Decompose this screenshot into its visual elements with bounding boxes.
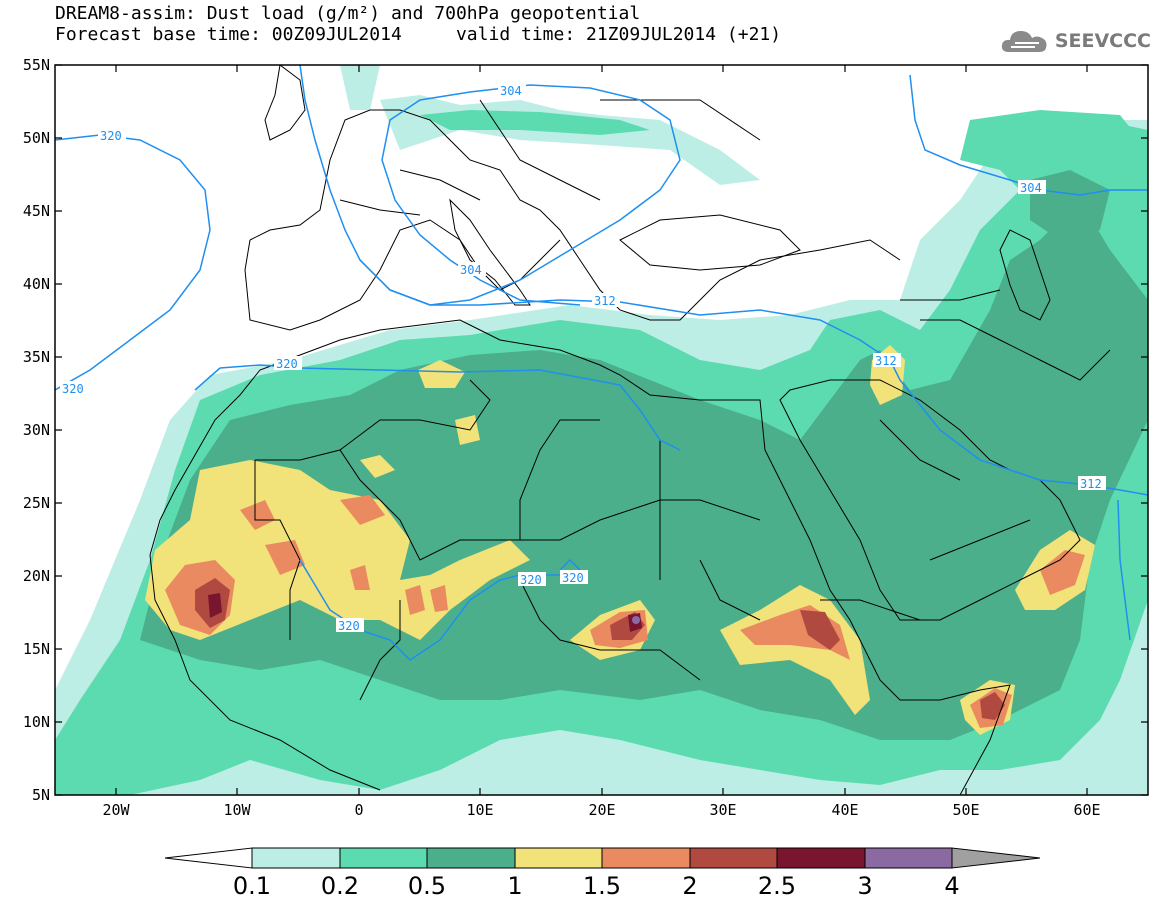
lon-label: 10E (466, 801, 494, 819)
svg-text:304: 304 (1020, 181, 1042, 195)
lat-label: 15N (22, 640, 50, 658)
colorbar-label: 1.5 (582, 872, 622, 900)
colorbar-bin (514, 847, 603, 869)
colorbar-label: 2 (682, 872, 698, 900)
svg-text:320: 320 (338, 619, 360, 633)
dust-band-1-ethiopia (720, 585, 870, 715)
lon-label: 20E (588, 801, 616, 819)
political-borders (254, 99, 1111, 701)
dust-band-1-algeria (360, 360, 480, 478)
colorbar-bin (776, 847, 866, 869)
forecast-time-line: Forecast base time: 00Z09JUL2014 valid t… (55, 24, 782, 45)
lon-label: 30E (709, 801, 737, 819)
svg-text:312: 312 (1080, 477, 1102, 491)
contour-312 (299, 65, 1148, 496)
lat-label: 55N (22, 56, 50, 74)
lat-label: 45N (22, 202, 50, 220)
dust-band-0.2-north (420, 110, 1148, 220)
contour-label: 320 (560, 570, 588, 585)
contour-label: 312 (1078, 476, 1106, 491)
svg-text:320: 320 (276, 357, 298, 371)
arabia-coastline (779, 379, 1081, 621)
contour-304-europe (359, 84, 681, 306)
lat-label: 30N (22, 421, 50, 439)
contour-label: 320 (98, 128, 126, 143)
contour-label: 304 (498, 83, 526, 98)
dust-band-0.5-ne (1030, 170, 1110, 240)
dust-field (55, 65, 1148, 795)
axis-ticks (55, 64, 1148, 796)
lon-label: 0 (354, 801, 364, 819)
contour-label: 320 (60, 381, 88, 396)
lat-label: 20N (22, 567, 50, 585)
colorbar-label: 1 (507, 872, 523, 900)
contour-label: 304 (458, 262, 486, 277)
dust-band-1.5 (165, 495, 448, 635)
contour-label-group: 320 304 320 304 312 320 312 320 320 320 … (60, 83, 1106, 633)
colorbar-bin (601, 847, 691, 869)
chart-title: DREAM8-assim: Dust load (g/m²) and 700hP… (55, 3, 641, 24)
colorbar-under-arrow (164, 847, 253, 869)
africa-coastline (149, 319, 1011, 795)
colorbar-bin (689, 847, 778, 869)
svg-text:312: 312 (594, 294, 616, 308)
lat-label: 40N (22, 275, 50, 293)
italy-coastline (449, 198, 531, 306)
lat-label: 50N (22, 129, 50, 147)
contour-label: 320 (336, 618, 364, 633)
contour-label: 320 (274, 356, 302, 371)
lat-label: 10N (22, 713, 50, 731)
seevccc-logo: SEEVCCC (999, 26, 1151, 56)
colorbar-bin (251, 847, 341, 869)
lon-label: 50E (952, 801, 980, 819)
svg-text:320: 320 (562, 571, 584, 585)
lat-label: 5N (31, 786, 50, 804)
colorbar-label: 3 (857, 872, 873, 900)
contour-320-west (55, 134, 211, 391)
caspian-coastline (999, 229, 1051, 321)
svg-text:320: 320 (62, 382, 84, 396)
colorbar-label: 0.1 (232, 872, 272, 900)
lon-label: 20W (102, 801, 130, 819)
svg-text:312: 312 (875, 354, 897, 368)
colorbar-bin (339, 847, 428, 869)
lon-label: 60E (1073, 801, 1101, 819)
colorbar-label: 0.2 (320, 872, 360, 900)
cloud-icon (1001, 31, 1047, 52)
svg-text:320: 320 (100, 129, 122, 143)
svg-text:304: 304 (500, 84, 522, 98)
logo-text: SEEVCCC (1054, 30, 1151, 52)
contour-label: 304 (1018, 180, 1046, 195)
dust-band-3 (632, 616, 640, 624)
colorbar (164, 847, 1041, 869)
contour-312-east (1117, 499, 1131, 641)
lon-label: 40E (831, 801, 859, 819)
lat-label: 35N (22, 348, 50, 366)
dust-band-2 (195, 578, 1005, 720)
colorbar-label: 0.5 (407, 872, 447, 900)
uk-coastline (264, 65, 306, 141)
contour-304-northeast (909, 74, 1148, 196)
coastlines (149, 65, 1111, 795)
contour-label: 312 (873, 353, 901, 368)
lat-label: 25N (22, 494, 50, 512)
colorbar-bin (864, 847, 953, 869)
lon-label: 10W (223, 801, 251, 819)
colorbar-label: 2.5 (757, 872, 797, 900)
colorbar-bin (426, 847, 516, 869)
contour-label: 320 (518, 572, 546, 587)
svg-text:320: 320 (520, 573, 542, 587)
svg-text:304: 304 (460, 263, 482, 277)
colorbar-over-arrow (951, 847, 1041, 869)
black-sea-coastline (619, 214, 801, 271)
contour-label: 312 (592, 293, 620, 308)
colorbar-label: 4 (944, 872, 960, 900)
